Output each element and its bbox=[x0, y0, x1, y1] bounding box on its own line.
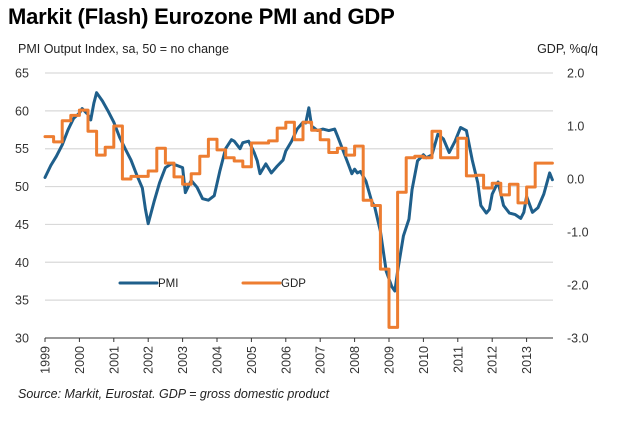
x-axis: 1999 2000 2001 2002 2003 2004 2005 2006 2007 2008… bbox=[39, 337, 553, 374]
x-tick-label: 2008 bbox=[348, 346, 362, 374]
right-tick-label: 2.0 bbox=[567, 67, 584, 81]
x-tick-label: 2005 bbox=[245, 346, 259, 374]
gridlines bbox=[45, 72, 553, 301]
x-tick-label: 2013 bbox=[520, 346, 534, 374]
x-tick-label: 2010 bbox=[417, 346, 431, 374]
x-tick-label: 2003 bbox=[176, 346, 190, 374]
legend-label-gdp: GDP bbox=[281, 278, 306, 290]
x-tick-label: 2007 bbox=[314, 346, 328, 374]
left-tick-label: 35 bbox=[15, 294, 29, 308]
x-tick-label: 2006 bbox=[279, 346, 293, 374]
left-tick-label: 30 bbox=[15, 332, 29, 346]
x-tick-label: 1999 bbox=[39, 346, 53, 374]
left-tick-label: 60 bbox=[15, 104, 29, 118]
x-tick-label: 2002 bbox=[142, 346, 156, 374]
source-note: Source: Markit, Eurostat. GDP = gross do… bbox=[18, 387, 330, 401]
legend: PMI GDP bbox=[118, 278, 306, 290]
x-tick-label: 2012 bbox=[486, 346, 500, 374]
x-tick-label: 2001 bbox=[107, 346, 121, 374]
right-axis-label: GDP, %q/q bbox=[537, 42, 598, 56]
left-tick-label: 45 bbox=[15, 218, 29, 232]
series-line-pmi bbox=[43, 91, 554, 293]
legend-label-pmi: PMI bbox=[158, 278, 178, 290]
x-tick-label: 2009 bbox=[383, 346, 397, 374]
right-tick-label: -1.0 bbox=[567, 226, 589, 240]
left-tick-label: 50 bbox=[15, 180, 29, 194]
left-tick-label: 55 bbox=[15, 142, 29, 156]
left-tick-label: 40 bbox=[15, 256, 29, 270]
left-axis-ticks: 65 60 55 50 45 40 35 30 bbox=[15, 67, 29, 346]
right-tick-label: -3.0 bbox=[567, 332, 589, 346]
right-tick-label: 0.0 bbox=[567, 173, 584, 187]
left-tick-label: 65 bbox=[15, 67, 29, 81]
right-tick-label: -2.0 bbox=[567, 279, 589, 293]
chart-title: Markit (Flash) Eurozone PMI and GDP bbox=[8, 4, 395, 29]
x-tick-label: 2011 bbox=[451, 346, 465, 373]
x-tick-label: 2000 bbox=[73, 346, 87, 374]
left-axis-label: PMI Output Index, sa, 50 = no change bbox=[18, 42, 229, 56]
right-axis-ticks: 2.0 1.0 0.0 -1.0 -2.0 -3.0 bbox=[567, 67, 589, 346]
right-tick-label: 1.0 bbox=[567, 120, 584, 134]
series-line-gdp bbox=[43, 108, 554, 329]
x-tick-label: 2004 bbox=[211, 346, 225, 374]
series-layer bbox=[43, 91, 554, 329]
